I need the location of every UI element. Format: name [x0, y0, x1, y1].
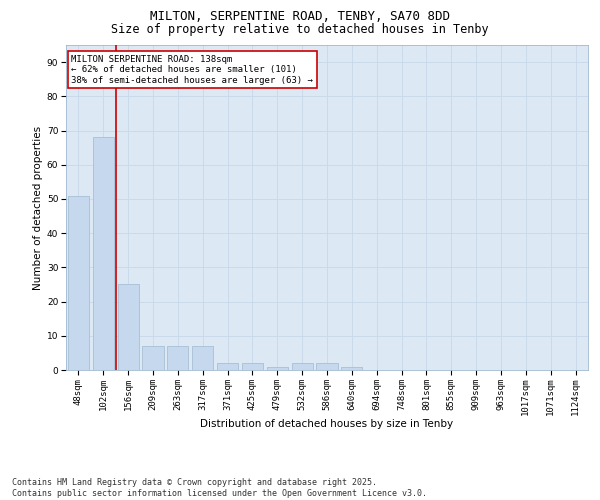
Bar	[267, 366, 288, 370]
Bar	[192, 346, 213, 370]
Text: Size of property relative to detached houses in Tenby: Size of property relative to detached ho…	[111, 22, 489, 36]
Text: Contains HM Land Registry data © Crown copyright and database right 2025.
Contai: Contains HM Land Registry data © Crown c…	[12, 478, 427, 498]
Bar	[292, 363, 313, 370]
Text: MILTON, SERPENTINE ROAD, TENBY, SA70 8DD: MILTON, SERPENTINE ROAD, TENBY, SA70 8DD	[150, 10, 450, 23]
Y-axis label: Number of detached properties: Number of detached properties	[32, 126, 43, 290]
Bar	[93, 138, 114, 370]
Bar	[118, 284, 139, 370]
Text: MILTON SERPENTINE ROAD: 138sqm
← 62% of detached houses are smaller (101)
38% of: MILTON SERPENTINE ROAD: 138sqm ← 62% of …	[71, 54, 313, 84]
Bar	[316, 363, 338, 370]
Bar	[242, 363, 263, 370]
Bar	[341, 366, 362, 370]
Bar	[167, 346, 188, 370]
Bar	[68, 196, 89, 370]
X-axis label: Distribution of detached houses by size in Tenby: Distribution of detached houses by size …	[200, 420, 454, 430]
Bar	[217, 363, 238, 370]
Bar	[142, 346, 164, 370]
